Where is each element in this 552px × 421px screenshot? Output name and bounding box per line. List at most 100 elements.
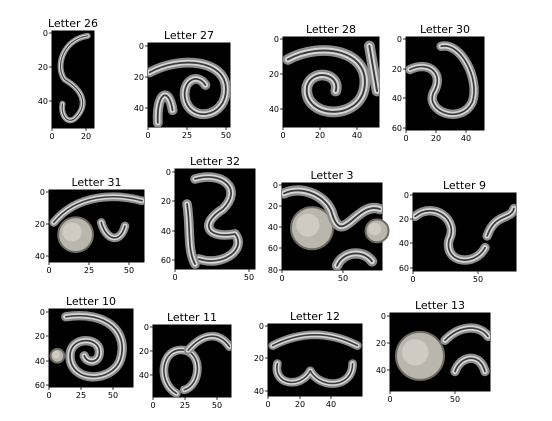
y-tick-label: 20 <box>392 65 402 74</box>
y-tick-label: 40 <box>35 252 45 261</box>
letter-panel: Letter 27 0 25 50 0 20 40 <box>134 29 231 140</box>
y-tick-label: 40 <box>392 94 402 103</box>
panel-title: Letter 27 <box>164 29 214 42</box>
glyph-strokes <box>49 192 144 243</box>
y-tick-label: 20 <box>38 63 48 72</box>
glyph-stroke-core <box>444 327 489 342</box>
letter-panel: Letter 9 0 50 0 20 40 60 <box>399 179 517 284</box>
y-tick-label: 40 <box>161 227 171 236</box>
panel-title: Letter 30 <box>420 23 470 36</box>
glyph-stroke-core <box>336 252 373 267</box>
y-tick-label: 20 <box>35 220 45 229</box>
x-tick-label: 0 <box>46 391 51 400</box>
stone-highlight <box>296 213 320 237</box>
panel-title: Letter 32 <box>190 155 240 168</box>
glyph-strokes <box>61 311 127 382</box>
x-tick-label: 25 <box>84 266 94 275</box>
y-tick-label: 40 <box>254 387 264 396</box>
letter-panel: Letter 3 0 50 0 20 40 60 80 <box>268 169 390 283</box>
glyph-stroke-core <box>156 94 174 124</box>
y-tick-label: 60 <box>399 264 409 273</box>
letter-panel: Letter 28 0 20 40 0 20 40 <box>269 23 380 140</box>
x-tick-label: 0 <box>150 401 155 410</box>
glyph-strokes <box>148 57 230 127</box>
glyph-stroke-core <box>271 334 359 347</box>
y-tick-label: 40 <box>268 223 278 232</box>
x-tick-label: 50 <box>338 274 348 283</box>
y-tick-label: 40 <box>139 371 149 380</box>
y-tick-label: 0 <box>144 323 149 332</box>
y-tick-label: 0 <box>274 35 279 44</box>
x-tick-label: 0 <box>403 134 408 143</box>
glyph-strokes <box>440 323 490 377</box>
glyph-stroke-core <box>454 357 486 373</box>
glyph-stroke-core <box>276 362 354 385</box>
panel-title: Letter 10 <box>66 295 116 308</box>
y-tick-label: 0 <box>397 35 402 44</box>
stone-highlight <box>62 222 82 242</box>
letter-panel: Letter 13 0 50 0 20 40 <box>376 299 491 404</box>
glyph-stroke-core <box>409 45 475 116</box>
glyph-stroke-core <box>486 207 515 237</box>
y-tick-label: 0 <box>166 168 171 177</box>
glyph-strokes <box>57 32 91 124</box>
x-tick-label: 40 <box>352 131 362 140</box>
y-tick-label: 20 <box>134 73 144 82</box>
glyph-strokes <box>282 185 382 270</box>
y-tick-label: 40 <box>38 97 48 106</box>
x-tick-label: 50 <box>473 275 483 284</box>
y-tick-label: 20 <box>139 347 149 356</box>
glyph-strokes <box>283 40 379 118</box>
x-tick-label: 0 <box>279 274 284 283</box>
x-tick-label: 50 <box>244 273 254 282</box>
panel-title: Letter 31 <box>71 176 121 189</box>
glyph-stroke-core <box>187 335 231 351</box>
y-tick-label: 40 <box>134 104 144 113</box>
y-tick-label: 0 <box>259 322 264 331</box>
panel-title: Letter 9 <box>443 179 486 192</box>
x-tick-label: 25 <box>76 391 86 400</box>
x-tick-label: 50 <box>450 395 460 404</box>
x-tick-label: 20 <box>81 132 91 141</box>
x-tick-label: 0 <box>46 266 51 275</box>
letter-panel: Letter 11 0 25 50 0 20 40 <box>139 311 232 410</box>
stone-highlight <box>52 350 60 359</box>
glyph-stroke-core <box>414 209 486 261</box>
x-tick-label: 50 <box>108 391 118 400</box>
y-tick-label: 60 <box>392 124 402 133</box>
y-tick-label: 20 <box>268 202 278 211</box>
x-tick-label: 25 <box>180 401 190 410</box>
x-tick-label: 50 <box>212 401 222 410</box>
x-tick-label: 0 <box>387 395 392 404</box>
x-tick-label: 0 <box>410 275 415 284</box>
y-tick-label: 60 <box>35 381 45 390</box>
panel-title: Letter 3 <box>310 169 353 182</box>
x-tick-label: 0 <box>265 400 270 409</box>
glyph-stroke-core <box>186 203 196 265</box>
stone-highlight <box>401 339 429 366</box>
stone-highlight <box>368 222 382 236</box>
y-tick-label: 40 <box>399 239 409 248</box>
glyph-strokes <box>182 172 243 269</box>
y-tick-label: 40 <box>35 357 45 366</box>
glyph-strokes <box>159 331 231 397</box>
glyph-stroke-core <box>286 49 366 113</box>
y-tick-label: 40 <box>269 105 279 114</box>
y-tick-label: 20 <box>161 197 171 206</box>
glyph-stroke-core <box>60 35 89 121</box>
y-tick-label: 0 <box>139 42 144 51</box>
x-tick-label: 50 <box>124 266 134 275</box>
x-tick-label: 40 <box>326 400 336 409</box>
glyph-stroke-core <box>100 221 126 239</box>
x-tick-label: 0 <box>145 131 150 140</box>
glyph-stroke-core <box>194 176 239 262</box>
y-tick-label: 40 <box>376 366 386 375</box>
glyph-stroke-core <box>368 45 379 92</box>
y-tick-label: 60 <box>268 244 278 253</box>
glyph-stroke-core <box>64 314 123 378</box>
panel-title: Letter 26 <box>48 17 98 30</box>
y-tick-label: 20 <box>376 339 386 348</box>
